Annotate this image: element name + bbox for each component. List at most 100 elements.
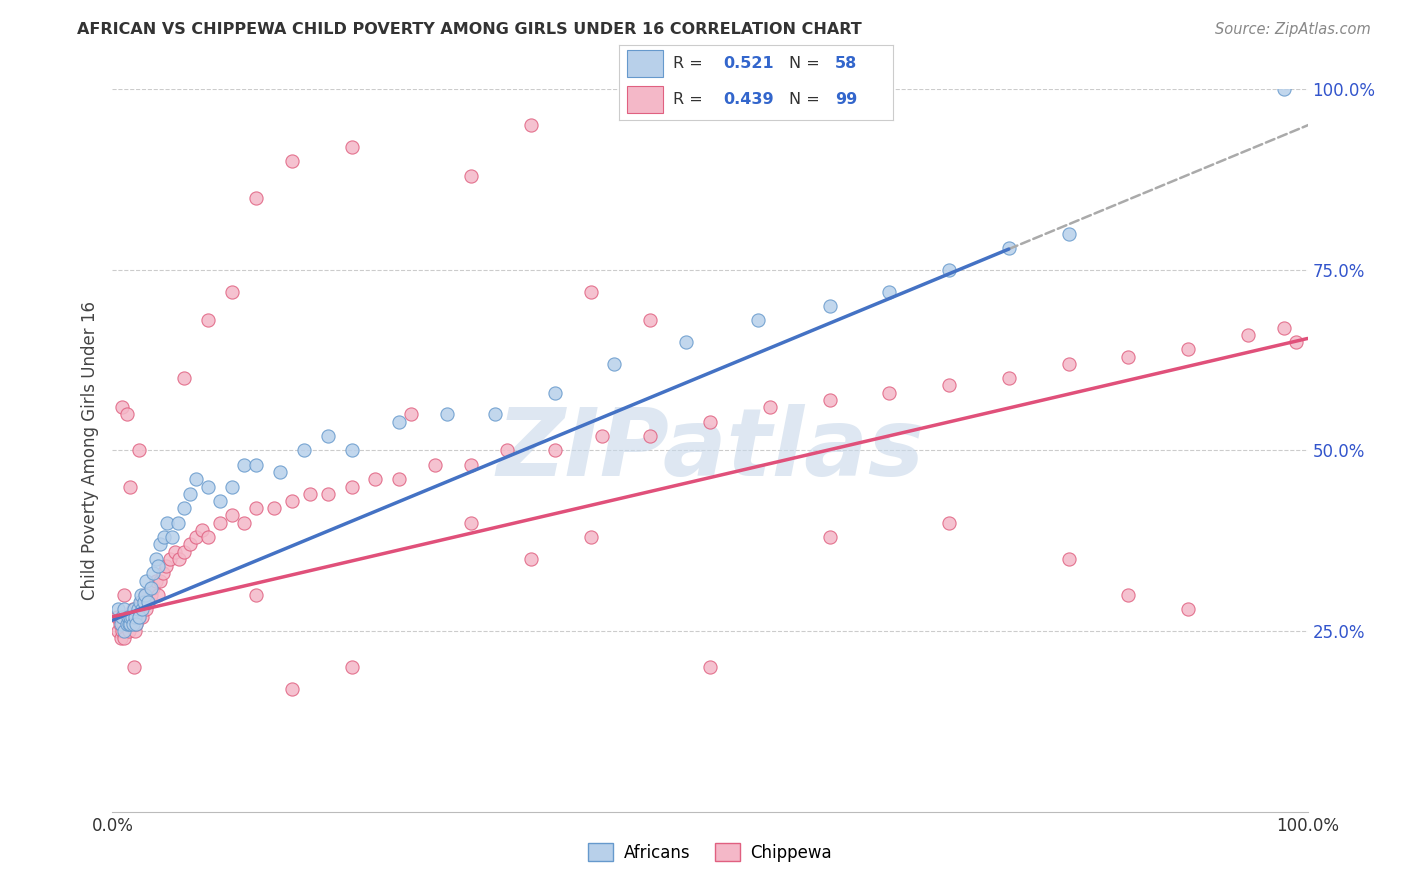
Point	[121, 616, 143, 631]
Text: Source: ZipAtlas.com: Source: ZipAtlas.com	[1215, 22, 1371, 37]
Point	[139, 588, 162, 602]
Point	[128, 609, 150, 624]
Point	[1272, 320, 1295, 334]
Point	[142, 566, 165, 581]
Point	[152, 566, 174, 581]
Point	[1118, 588, 1140, 602]
Point	[146, 559, 169, 574]
Point	[543, 385, 565, 400]
Point	[139, 581, 162, 595]
Point	[122, 609, 145, 624]
Point	[233, 516, 256, 530]
Point	[640, 313, 662, 327]
Point	[699, 415, 721, 429]
Point	[579, 530, 602, 544]
Text: N =: N =	[789, 56, 824, 71]
Point	[281, 154, 304, 169]
Point	[114, 624, 135, 639]
Point	[108, 616, 131, 631]
Point	[460, 169, 482, 183]
Point	[134, 588, 156, 602]
Point	[640, 429, 662, 443]
Point	[388, 472, 411, 486]
Point	[179, 537, 201, 551]
Point	[1057, 357, 1080, 371]
Point	[245, 588, 267, 602]
Point	[169, 551, 191, 566]
Text: 58: 58	[835, 56, 858, 71]
Point	[173, 544, 195, 558]
Point	[221, 285, 243, 299]
Legend: Africans, Chippewa: Africans, Chippewa	[582, 837, 838, 869]
Point	[131, 602, 153, 616]
Point	[460, 516, 482, 530]
Point	[159, 551, 181, 566]
Point	[388, 415, 411, 429]
Point	[1237, 327, 1260, 342]
Point	[110, 632, 132, 646]
Point	[122, 660, 145, 674]
Point	[115, 616, 138, 631]
Point	[111, 624, 134, 639]
Point	[281, 494, 304, 508]
Point	[149, 574, 172, 588]
Point	[173, 501, 195, 516]
Point	[209, 516, 232, 530]
Point	[135, 602, 157, 616]
Point	[245, 191, 267, 205]
Point	[118, 616, 141, 631]
Point	[879, 285, 901, 299]
Point	[149, 537, 172, 551]
Point	[122, 602, 145, 616]
Point	[138, 595, 160, 609]
Point	[340, 660, 363, 674]
Point	[340, 443, 363, 458]
Point	[1057, 551, 1080, 566]
Point	[197, 313, 219, 327]
Point	[145, 574, 167, 588]
Text: N =: N =	[789, 92, 824, 107]
Point	[129, 595, 152, 609]
Point	[818, 299, 841, 313]
Point	[879, 385, 901, 400]
Point	[112, 616, 135, 631]
Point	[998, 371, 1021, 385]
Point	[221, 480, 243, 494]
Point	[125, 616, 148, 631]
Point	[263, 501, 285, 516]
Point	[579, 285, 602, 299]
Point	[179, 487, 201, 501]
Point	[128, 609, 150, 624]
Text: 0.521: 0.521	[723, 56, 773, 71]
Point	[191, 523, 214, 537]
Bar	[627, 86, 662, 112]
Point	[484, 407, 506, 421]
Point	[145, 551, 167, 566]
Point	[292, 443, 315, 458]
Point	[120, 609, 142, 624]
Point	[1057, 227, 1080, 241]
Point	[115, 616, 138, 631]
Text: AFRICAN VS CHIPPEWA CHILD POVERTY AMONG GIRLS UNDER 16 CORRELATION CHART: AFRICAN VS CHIPPEWA CHILD POVERTY AMONG …	[77, 22, 862, 37]
Point	[105, 609, 128, 624]
Point	[107, 602, 129, 616]
Point	[699, 660, 721, 674]
Point	[117, 609, 139, 624]
Point	[153, 530, 176, 544]
Point	[316, 429, 339, 443]
Point	[364, 472, 387, 486]
Point	[436, 407, 458, 421]
Point	[197, 480, 219, 494]
Point	[1177, 602, 1199, 616]
Point	[134, 588, 156, 602]
Point	[125, 616, 148, 631]
Point	[129, 595, 152, 609]
Point	[173, 371, 195, 385]
Point	[121, 616, 143, 631]
Point	[162, 530, 183, 544]
Point	[110, 616, 132, 631]
Point	[114, 602, 135, 616]
Text: R =: R =	[673, 56, 709, 71]
Point	[127, 602, 149, 616]
Point	[111, 609, 134, 624]
